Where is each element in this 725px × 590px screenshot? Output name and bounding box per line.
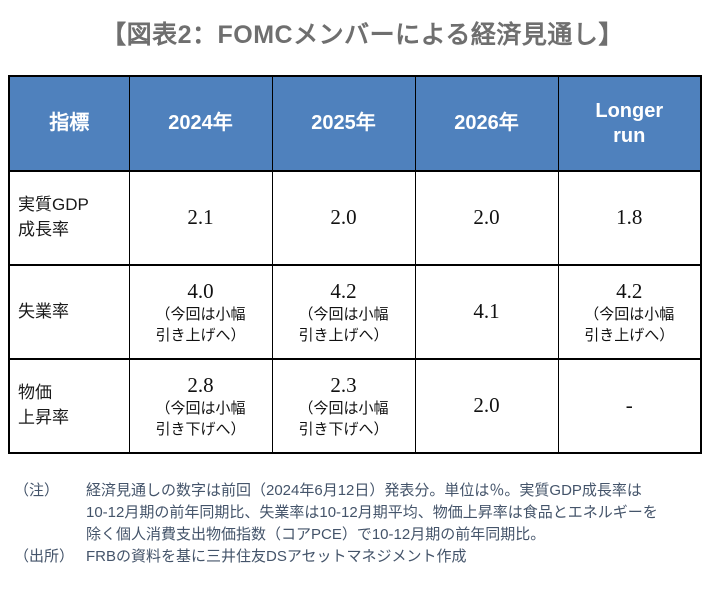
row-label-unemployment: 失業率: [8, 264, 130, 360]
value: -: [625, 393, 633, 418]
value: 4.1: [473, 299, 500, 324]
header-2025: 2025年: [271, 75, 416, 172]
value: 2.8: [187, 373, 214, 398]
cell-unemployment-2026: 4.1: [414, 264, 559, 360]
value: 2.0: [330, 205, 357, 230]
revision-note: （今回は小幅 引き上げへ）: [298, 306, 389, 344]
table-row-gdp: 実質GDP 成長率 2.1 2.0 2.0 1.8: [8, 170, 702, 266]
note-label: （注）: [14, 482, 60, 499]
value: 4.0: [187, 279, 214, 304]
table-row-inflation: 物価 上昇率 2.8 （今回は小幅 引き下げへ） 2.3 （今回は小幅 引き下げ…: [8, 358, 702, 454]
table-header-row: 指標 2024年 2025年 2026年 Longer run: [8, 75, 702, 172]
cell-gdp-longer-run: 1.8: [557, 170, 702, 266]
value: 2.0: [473, 393, 500, 418]
header-longer-run: Longer run: [557, 75, 702, 172]
header-2024: 2024年: [128, 75, 273, 172]
cell-unemployment-2025: 4.2 （今回は小幅 引き上げへ）: [271, 264, 416, 360]
source-text: FRBの資料を基に三井住友DSアセットマネジメント作成: [86, 548, 467, 565]
cell-inflation-2024: 2.8 （今回は小幅 引き下げへ）: [128, 358, 273, 454]
cell-inflation-longer-run: -: [557, 358, 702, 454]
revision-note: （今回は小幅 引き上げへ）: [584, 306, 675, 344]
source-row: （出所） FRBの資料を基に三井住友DSアセットマネジメント作成: [14, 546, 725, 568]
cell-inflation-2026: 2.0: [414, 358, 559, 454]
note-text: 経済見通しの数字は前回（2024年6月12日）発表分。単位は％。実質GDP成長率…: [86, 482, 658, 543]
cell-unemployment-longer-run: 4.2 （今回は小幅 引き上げへ）: [557, 264, 702, 360]
source-label: （出所）: [14, 548, 75, 565]
note-row: （注） 経済見通しの数字は前回（2024年6月12日）発表分。単位は％。実質GD…: [14, 480, 725, 546]
cell-gdp-2026: 2.0: [414, 170, 559, 266]
header-indicator: 指標: [8, 75, 130, 172]
cell-gdp-2025: 2.0: [271, 170, 416, 266]
revision-note: （今回は小幅 引き下げへ）: [298, 400, 389, 438]
outlook-table: 指標 2024年 2025年 2026年 Longer run 実質GDP 成長…: [8, 75, 702, 454]
cell-inflation-2025: 2.3 （今回は小幅 引き下げへ）: [271, 358, 416, 454]
cell-gdp-2024: 2.1: [128, 170, 273, 266]
notes-section: （注） 経済見通しの数字は前回（2024年6月12日）発表分。単位は％。実質GD…: [14, 480, 725, 568]
row-label-inflation: 物価 上昇率: [8, 358, 130, 454]
fomc-outlook-figure: 【図表2：FOMCメンバーによる経済見通し】 指標 2024年 2025年 20…: [0, 20, 725, 590]
row-label-gdp: 実質GDP 成長率: [8, 170, 130, 266]
figure-title: 【図表2：FOMCメンバーによる経済見通し】: [101, 21, 624, 49]
value: 2.0: [473, 205, 500, 230]
value: 2.1: [187, 205, 214, 230]
table-row-unemployment: 失業率 4.0 （今回は小幅 引き上げへ） 4.2 （今回は小幅 引き上げへ） …: [8, 264, 702, 360]
value: 4.2: [616, 279, 643, 304]
revision-note: （今回は小幅 引き下げへ）: [155, 400, 246, 438]
revision-note: （今回は小幅 引き上げへ）: [155, 306, 246, 344]
value: 2.3: [330, 373, 357, 398]
value: 1.8: [616, 205, 643, 230]
cell-unemployment-2024: 4.0 （今回は小幅 引き上げへ）: [128, 264, 273, 360]
header-2026: 2026年: [414, 75, 559, 172]
value: 4.2: [330, 279, 357, 304]
